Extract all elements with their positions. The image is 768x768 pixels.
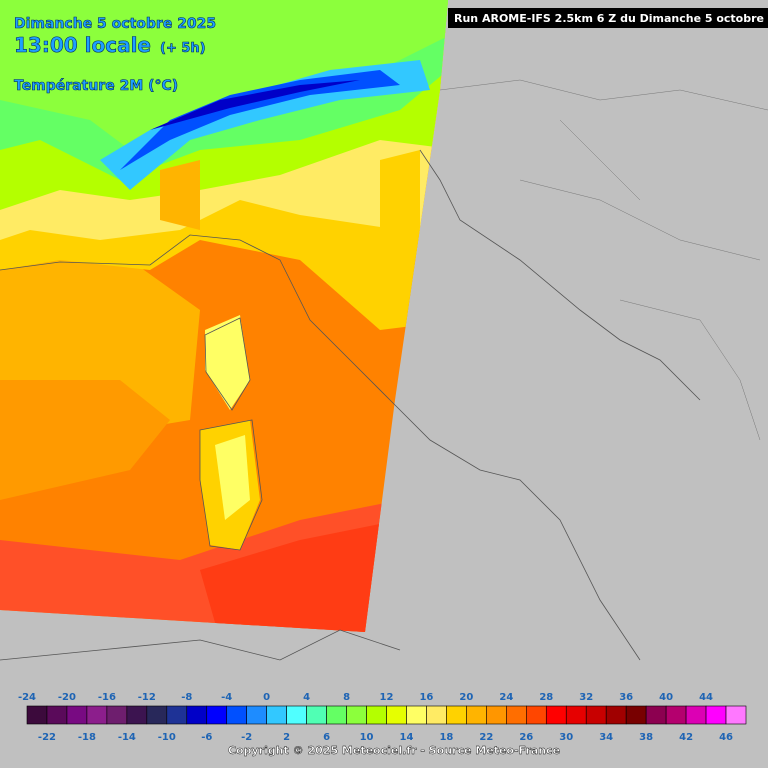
legend-label: 44 [699, 692, 713, 703]
legend-label: 20 [459, 692, 473, 703]
legend-label: -4 [221, 692, 232, 703]
copyright: Copyright © 2025 Meteociel.fr - Source M… [228, 744, 560, 757]
legend-label: 16 [419, 692, 433, 703]
legend-label: 8 [343, 692, 350, 703]
legend-label: 12 [380, 692, 394, 703]
legend-swatch [466, 705, 487, 725]
legend-swatch [585, 705, 607, 725]
legend-swatch [66, 705, 88, 725]
legend-swatch [705, 705, 727, 725]
legend-label: 22 [479, 732, 493, 743]
legend-swatch [206, 705, 228, 725]
legend-label: -18 [78, 732, 96, 743]
run-banner [448, 8, 768, 28]
legend-swatch [126, 705, 148, 725]
legend-swatch [26, 705, 48, 725]
legend-swatch [326, 705, 347, 725]
legend-swatch [545, 705, 567, 725]
time-label: 13:00 locale [14, 33, 151, 57]
legend-swatch [46, 705, 68, 725]
legend-swatch [486, 705, 507, 725]
legend-label: 18 [439, 732, 453, 743]
legend-swatch [106, 705, 128, 725]
legend-swatch [685, 705, 707, 725]
legend-label: 28 [539, 692, 553, 703]
legend-label: -2 [241, 732, 252, 743]
legend-label: 46 [719, 732, 733, 743]
legend-swatch [565, 705, 587, 725]
legend-swatch [406, 705, 427, 725]
coastlines [0, 149, 701, 661]
run-label: Run AROME-IFS 2.5km 6 Z du Dimanche 5 oc… [454, 12, 768, 25]
legend-label: 30 [559, 732, 573, 743]
legend-label: 32 [579, 692, 593, 703]
legend-swatch [286, 705, 307, 725]
legend-swatch [386, 705, 407, 725]
legend-swatch [446, 705, 467, 725]
legend-label: -8 [181, 692, 192, 703]
legend-label: 4 [303, 692, 310, 703]
legend-label: -6 [201, 732, 212, 743]
legend-swatch [366, 705, 387, 725]
legend-label: 24 [499, 692, 513, 703]
legend-label: 14 [400, 732, 414, 743]
legend-swatch [246, 705, 267, 725]
legend-swatch [186, 705, 208, 725]
legend-label: 34 [599, 732, 613, 743]
legend-label: 0 [263, 692, 270, 703]
temperature-field [0, 0, 448, 632]
legend-label: 10 [360, 732, 374, 743]
legend-label: 40 [659, 692, 673, 703]
legend-swatch [625, 705, 647, 725]
borders [439, 79, 768, 441]
legend-label: -12 [138, 692, 156, 703]
legend-swatch [166, 705, 188, 725]
legend-swatch [725, 705, 747, 725]
legend-swatch [605, 705, 627, 725]
legend-label: -24 [18, 692, 36, 703]
legend-label: -20 [58, 692, 76, 703]
legend-swatch [506, 705, 527, 725]
legend-label: 42 [679, 732, 693, 743]
legend-swatch [426, 705, 447, 725]
legend-label: -16 [98, 692, 116, 703]
legend-swatch [146, 705, 168, 725]
legend-swatch [266, 705, 287, 725]
legend-swatch [306, 705, 327, 725]
legend-label: 36 [619, 692, 633, 703]
date-label: Dimanche 5 octobre 2025 [14, 16, 216, 32]
legend-label: 6 [323, 732, 330, 743]
parameter-label: Température 2M (°C) [14, 78, 178, 94]
legend-swatch [86, 705, 108, 725]
legend-swatch [346, 705, 367, 725]
legend-label: 38 [639, 732, 653, 743]
legend-swatch [665, 705, 687, 725]
legend-label: -14 [118, 732, 136, 743]
legend-swatch [645, 705, 667, 725]
legend-swatch [526, 705, 547, 725]
legend-label: -10 [158, 732, 176, 743]
legend-label: 26 [519, 732, 533, 743]
legend-label: 2 [283, 732, 290, 743]
legend-swatch [226, 705, 247, 725]
legend-label: -22 [38, 732, 56, 743]
legend: -24-22-20-18-16-14-12-10-8-6-4-202468101… [18, 692, 747, 743]
time-offset: (+ 5h) [160, 41, 206, 56]
